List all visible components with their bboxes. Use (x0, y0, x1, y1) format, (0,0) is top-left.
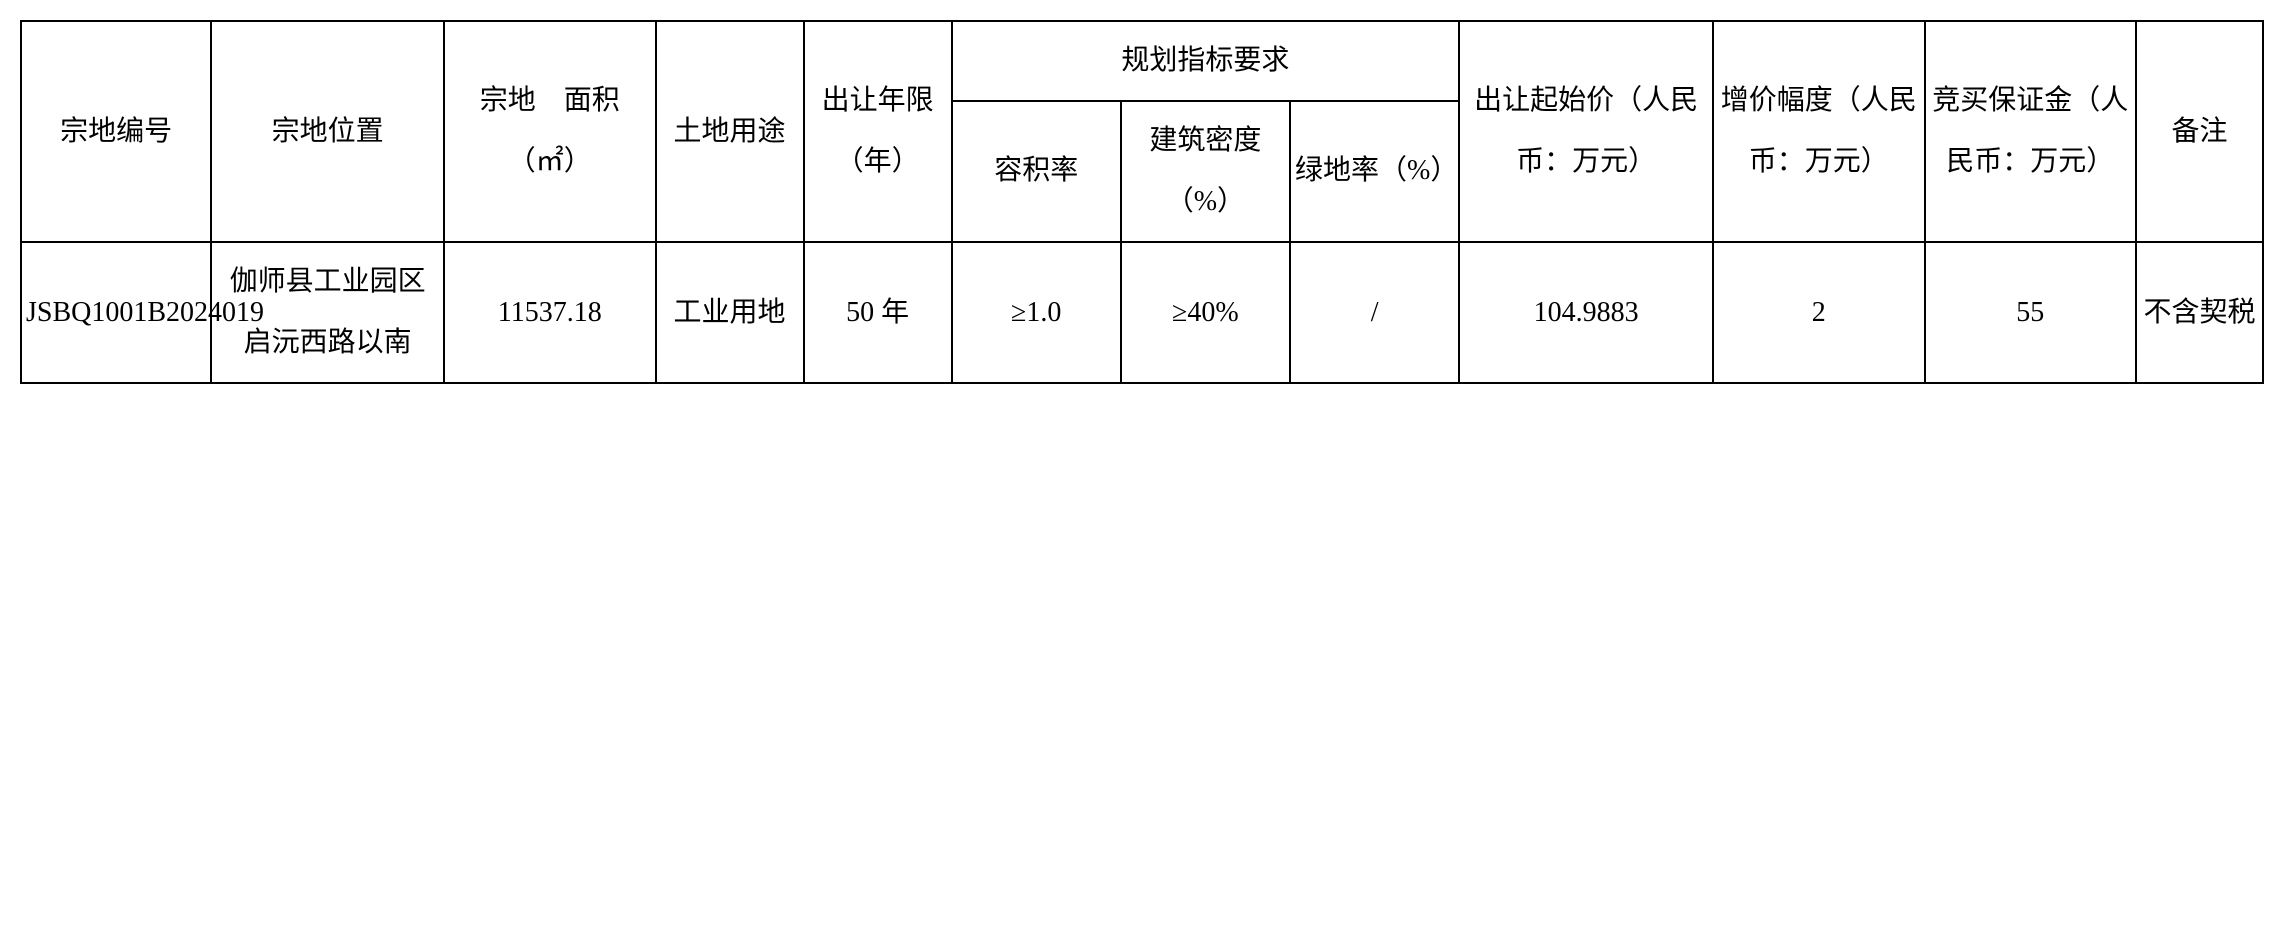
cell-parcel-location: 伽师县工业园区启沅西路以南 (211, 242, 444, 383)
cell-green-ratio: / (1290, 242, 1459, 383)
header-parcel-number: 宗地编号 (21, 21, 211, 242)
header-parcel-location: 宗地位置 (211, 21, 444, 242)
cell-deposit: 55 (1925, 242, 2137, 383)
header-transfer-years: 出让年限（年） (804, 21, 952, 242)
header-planning-requirements: 规划指标要求 (952, 21, 1460, 101)
cell-transfer-years: 50 年 (804, 242, 952, 383)
cell-increment: 2 (1713, 242, 1925, 383)
land-parcel-table: 宗地编号 宗地位置 宗地 面积（㎡） 土地用途 出让年限（年） 规划指标要求 出… (20, 20, 2264, 384)
cell-building-density: ≥40% (1121, 242, 1290, 383)
header-deposit: 竞买保证金（人民币：万元） (1925, 21, 2137, 242)
header-parcel-area: 宗地 面积（㎡） (444, 21, 656, 242)
header-increment: 增价幅度（人民币：万元） (1713, 21, 1925, 242)
table-row: JSBQ1001B2024019 伽师县工业园区启沅西路以南 11537.18 … (21, 242, 2263, 383)
cell-plot-ratio: ≥1.0 (952, 242, 1121, 383)
cell-parcel-number: JSBQ1001B2024019 (21, 242, 211, 383)
header-row-1: 宗地编号 宗地位置 宗地 面积（㎡） 土地用途 出让年限（年） 规划指标要求 出… (21, 21, 2263, 101)
cell-remarks: 不含契税 (2136, 242, 2263, 383)
header-plot-ratio: 容积率 (952, 101, 1121, 242)
cell-parcel-area: 11537.18 (444, 242, 656, 383)
header-green-ratio: 绿地率（%） (1290, 101, 1459, 242)
header-remarks: 备注 (2136, 21, 2263, 242)
cell-starting-price: 104.9883 (1459, 242, 1713, 383)
header-building-density: 建筑密度（%） (1121, 101, 1290, 242)
header-starting-price: 出让起始价（人民币：万元） (1459, 21, 1713, 242)
cell-land-use: 工业用地 (656, 242, 804, 383)
header-land-use: 土地用途 (656, 21, 804, 242)
